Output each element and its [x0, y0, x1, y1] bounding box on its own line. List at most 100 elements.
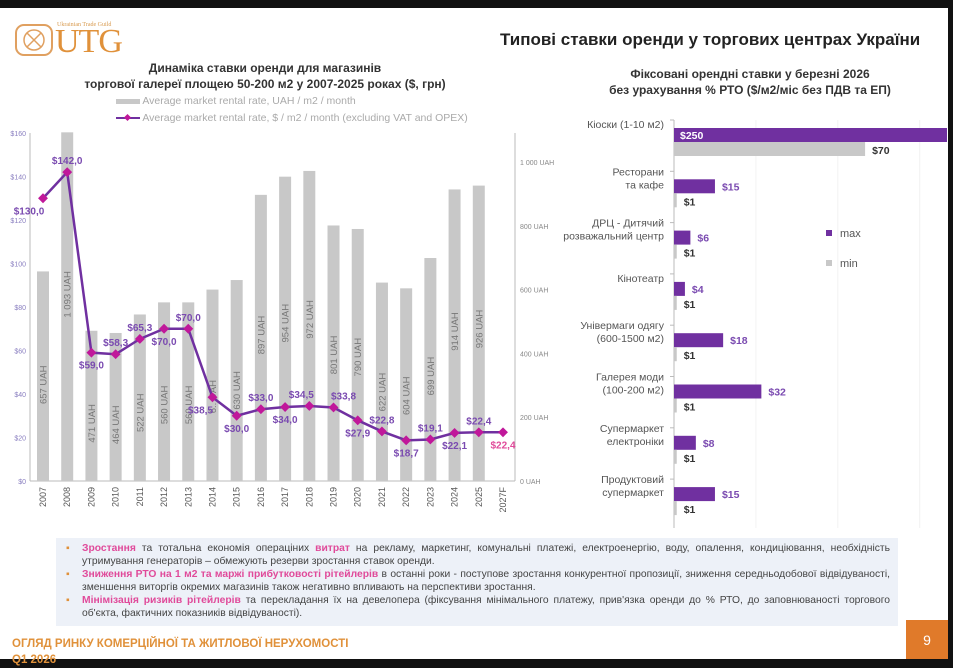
uah-bar-label: 560 UAH — [160, 385, 171, 424]
x-tick-label: 2023 — [425, 487, 435, 507]
left-y-tick: $80 — [14, 305, 26, 312]
category-label: ДРЦ - Дитячий — [592, 218, 664, 230]
usd-point — [473, 427, 484, 438]
left-y-tick: $120 — [10, 218, 26, 225]
right-chart-title: Фіксовані орендні ставки у березні 2026 … — [560, 66, 940, 98]
min-bar — [674, 347, 677, 362]
logo-subtitle: Ukrainian Trade Guild — [57, 22, 112, 28]
usd-point — [280, 402, 291, 412]
max-value-label: $32 — [768, 387, 786, 399]
uah-bar-label: 471 UAH — [87, 404, 98, 443]
utg-logo-emblem-icon — [15, 24, 53, 56]
max-bar — [674, 333, 724, 348]
max-value-label: $18 — [730, 335, 748, 347]
right-y-tick: 600 UAH — [520, 288, 548, 295]
uah-bar-label: 801 UAH — [329, 336, 340, 375]
legend-item-usd: Average market rental rate, $ / m2 / mon… — [116, 112, 468, 124]
usd-point — [159, 323, 170, 334]
category-label: (100-200 м2) — [602, 385, 664, 397]
note-2: ▪ Зниження РТО на 1 м2 та маржі прибутков… — [66, 569, 891, 593]
legend-item-uah: Average market rental rate, UAH / m2 / m… — [116, 95, 356, 107]
min-value-label: $1 — [684, 453, 696, 465]
uah-bar-label: 972 UAH — [305, 300, 316, 339]
x-tick-label: 2013 — [183, 487, 193, 507]
usd-point — [231, 410, 242, 421]
max-bar — [674, 487, 715, 502]
max-value-label: $8 — [703, 438, 715, 450]
usd-point-label: $65,3 — [127, 323, 152, 334]
category-label: Супермаркет — [600, 423, 664, 435]
page-title: Типові ставки оренди у торгових центрах … — [500, 30, 921, 49]
uah-bar-label: 790 UAH — [353, 338, 364, 377]
min-value-label: $1 — [684, 350, 696, 362]
usd-point-label: $142,0 — [52, 156, 83, 167]
usd-point-label: $22,4 — [466, 416, 491, 427]
note-3: ▪ Мінімізація ризиків рітейлерів та перек… — [66, 595, 890, 619]
uah-bar — [206, 289, 219, 481]
slide: Ukrainian Trade Guild UTG Типові ставки … — [0, 8, 948, 666]
x-tick-label: 2017 — [280, 487, 290, 507]
legend-swatch-min — [826, 260, 832, 266]
usd-point-label: $22,1 — [442, 441, 467, 452]
footer-title: ОГЛЯД РИНКУ КОМЕРЦІЙНОЇ ТА ЖИТЛОВОЇ НЕРУ… — [12, 638, 349, 650]
usd-point-label: $34,0 — [273, 415, 298, 426]
uah-bar — [424, 258, 437, 481]
uah-bar-label: 604 UAH — [402, 376, 413, 415]
min-value-label: $1 — [684, 402, 696, 414]
uah-bar — [327, 225, 340, 481]
min-value-label: $1 — [684, 248, 696, 260]
uah-bar — [158, 302, 171, 481]
usd-point-label: $27,9 — [345, 428, 370, 439]
left-y-tick: $40 — [14, 392, 26, 399]
usd-point — [449, 427, 460, 438]
x-tick-label: 2027F — [498, 487, 508, 513]
uah-bar — [37, 271, 49, 481]
category-label: Універмаги одягу — [580, 320, 664, 332]
left-chart-title-line2: торгової галереї площею 50-200 м2 у 2007… — [84, 77, 446, 91]
x-tick-label: 2014 — [207, 487, 217, 507]
x-tick-label: 2021 — [377, 487, 387, 507]
uah-bar — [448, 189, 461, 481]
x-tick-label: 2012 — [159, 487, 169, 507]
left-y-tick: $100 — [10, 262, 26, 269]
usd-point-label: $18,7 — [394, 448, 419, 459]
usd-point-label: $58,3 — [103, 338, 128, 349]
x-tick-label: 2011 — [135, 487, 145, 506]
legend-label-uah: Average market rental rate, UAH / m2 / m… — [142, 95, 356, 107]
min-value-label: $1 — [684, 299, 696, 311]
uah-bar-label: 926 UAH — [474, 310, 485, 349]
category-label: та кафе — [625, 179, 664, 191]
left-y-tick: $160 — [10, 131, 26, 138]
right-y-tick: 200 UAH — [520, 415, 548, 422]
min-bar — [674, 193, 677, 208]
uah-bar-label: 699 UAH — [426, 357, 437, 396]
uah-bar — [254, 194, 267, 481]
min-value-label: $1 — [684, 196, 696, 208]
max-bar — [674, 281, 685, 296]
footer-period: Q1 2026 — [12, 654, 57, 666]
usd-point — [255, 404, 266, 415]
x-tick-label: 2015 — [232, 487, 242, 507]
uah-bar-label: 954 UAH — [281, 304, 292, 343]
notes-box: ▪ Зростання та тотальна економія операцін… — [56, 538, 898, 626]
uah-bar — [303, 170, 316, 481]
min-value-label: $70 — [872, 145, 890, 157]
x-tick-label: 2009 — [86, 487, 96, 507]
uah-bar-label: 914 UAH — [450, 312, 461, 351]
usd-point — [134, 334, 145, 344]
usd-point — [328, 402, 339, 413]
usd-point — [304, 401, 315, 411]
left-y-tick: $140 — [10, 175, 26, 182]
legend-swatch-line — [116, 114, 140, 122]
right-chart-title-line2: без урахування % РТО ($/м2/міс без ПДВ т… — [609, 83, 891, 97]
uah-bar-label: 622 UAH — [377, 373, 388, 412]
category-label: Галерея моди — [596, 372, 664, 384]
usd-point — [38, 193, 48, 204]
usd-point-label: $34,5 — [289, 390, 314, 401]
left-y-tick: $60 — [14, 349, 26, 356]
x-tick-label: 2018 — [304, 487, 314, 507]
right-y-tick: 800 UAH — [520, 224, 548, 231]
logo-text: UTG — [55, 23, 123, 60]
min-bar — [674, 142, 866, 156]
category-label: Продуктовий — [601, 474, 664, 486]
